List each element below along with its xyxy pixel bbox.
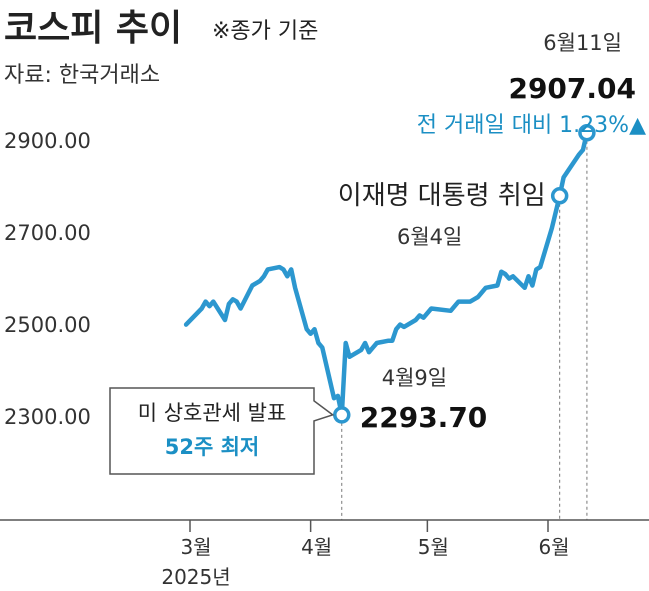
y-tick-label: 2300.00 xyxy=(4,405,91,429)
x-tick-label: 3월 xyxy=(180,535,211,559)
x-axis-ticks xyxy=(189,520,549,532)
highlight-markers xyxy=(333,124,596,424)
highlight-point xyxy=(333,406,351,424)
x-year-label: 2025년 xyxy=(161,565,230,589)
low-annotation-box: 미 상호관세 발표 52주 최저 xyxy=(109,387,335,475)
highlight-point xyxy=(578,124,596,142)
end-value-label: 2907.04 xyxy=(508,72,636,105)
chart-title: 코스피 추이 xyxy=(4,8,182,49)
low-value-label: 2293.70 xyxy=(360,401,488,434)
callout-line1: 미 상호관세 발표 xyxy=(138,401,287,425)
guide-lines xyxy=(341,140,588,520)
x-tick-label: 6월 xyxy=(538,535,569,559)
x-axis-labels: 3월 4월 5월 6월 2025년 xyxy=(161,535,569,589)
y-axis-ticks: 2300.00 2500.00 2700.00 2900.00 xyxy=(4,129,91,429)
x-tick-label: 4월 xyxy=(301,535,332,559)
low-date-label: 4월9일 xyxy=(382,366,447,390)
end-change-label: 전 거래일 대비 1.23%▲ xyxy=(417,113,646,138)
chart-note: ※종가 기준 xyxy=(212,19,318,44)
y-tick-label: 2900.00 xyxy=(4,129,91,153)
event-date-label: 6월4일 xyxy=(397,225,462,249)
end-date-label: 6월11일 xyxy=(543,31,622,55)
callout-line2: 52주 최저 xyxy=(165,435,260,459)
chart-source: 자료: 한국거래소 xyxy=(4,63,160,88)
event-label: 이재명 대통령 취임 xyxy=(338,181,546,211)
series-line xyxy=(183,130,590,418)
highlight-point xyxy=(550,187,569,205)
callout-box xyxy=(109,387,335,475)
x-tick-label: 5월 xyxy=(418,535,449,559)
y-tick-label: 2700.00 xyxy=(4,221,91,245)
y-tick-label: 2500.00 xyxy=(4,313,91,337)
